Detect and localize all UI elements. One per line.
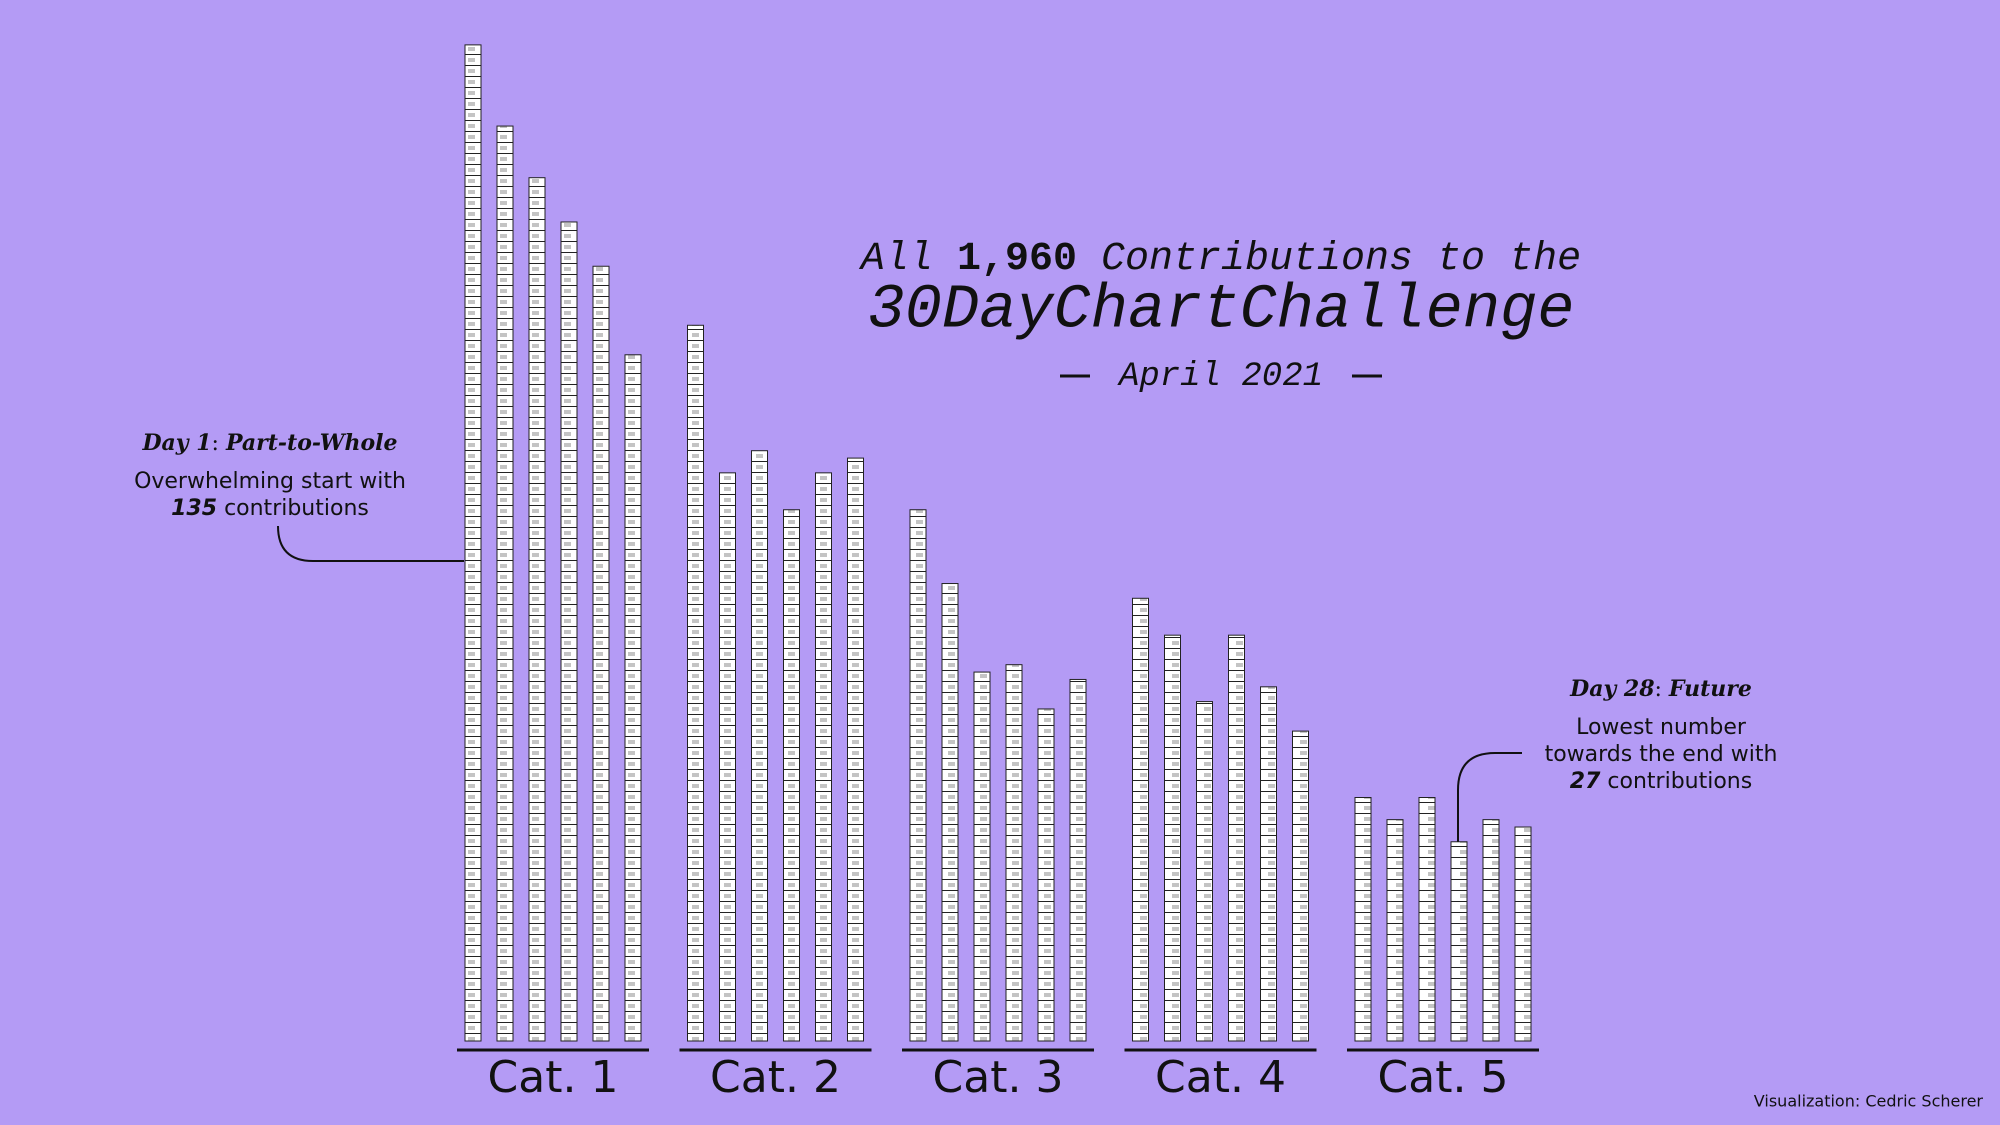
thumbnail-column [909, 509, 927, 1042]
thumbnail-column [560, 221, 578, 1042]
annotation-separator: : [212, 431, 226, 456]
thumbnail-column [751, 450, 768, 1042]
thumbnail-column [941, 583, 959, 1042]
thumbnail-column [1260, 686, 1277, 1042]
annotation-day: Day 1 [141, 430, 211, 456]
thumbnail-column [1069, 678, 1087, 1042]
thumbnail-column [1037, 708, 1055, 1042]
title-part: Contributions to the [1101, 237, 1581, 282]
thumbnail-column [1164, 634, 1181, 1042]
thumbnail-column [1514, 826, 1532, 1042]
annotation-suffix: contributions [224, 496, 369, 521]
annotation-suffix: contributions [1607, 769, 1752, 794]
annotation-heading: Day 28: Future [1569, 676, 1752, 702]
thumbnail-column [1354, 797, 1372, 1042]
title-total: 1,960 [957, 237, 1077, 282]
annotation-text: towards the end with [1545, 742, 1778, 767]
annotation-separator: : [1655, 677, 1669, 702]
thumbnail-column [973, 671, 991, 1042]
title-part: All [858, 237, 933, 282]
thumbnail-column [496, 125, 514, 1042]
thumbnail-column [1418, 797, 1436, 1042]
subtitle: 30DayChartChallenge [868, 274, 1575, 345]
thumbnail-column [464, 44, 482, 1042]
thumbnail-column [719, 472, 736, 1042]
group-label: Cat. 1 [488, 1052, 619, 1103]
annotation-count: 135 [171, 496, 217, 521]
thumbnail-column [687, 324, 704, 1042]
date: April 2021 [1117, 358, 1323, 396]
thumbnail-column [815, 472, 832, 1042]
thumbnail-column [1196, 701, 1213, 1042]
group-label: Cat. 4 [1155, 1052, 1286, 1103]
thumbnail-column [1228, 634, 1245, 1042]
thumbnail-column [847, 457, 864, 1042]
group-label: Cat. 2 [710, 1052, 841, 1103]
annotation-text: Lowest number [1576, 715, 1747, 740]
title: All 1,960 Contributions to the [858, 237, 1581, 282]
annotation-text: 135 contributions [171, 496, 369, 521]
thumbnail-column [1450, 841, 1468, 1042]
thumbnail-column [592, 265, 610, 1042]
thumbnail-column [783, 509, 800, 1042]
thumbnail-column [1292, 730, 1309, 1042]
thumbnail-column [624, 354, 642, 1042]
thumbnail-column [528, 177, 546, 1042]
thumbnail-column [1386, 819, 1404, 1042]
thumbnail-column [1132, 597, 1149, 1042]
connector [277, 525, 464, 562]
annotation-text: 27 contributions [1570, 769, 1752, 794]
group-label: Cat. 5 [1378, 1052, 1509, 1103]
group-label: Cat. 3 [933, 1052, 1064, 1103]
annotation-text: Overwhelming start with [134, 469, 406, 494]
thumbnail-column [1005, 664, 1023, 1042]
annotation-count: 27 [1570, 769, 1601, 794]
annotation-day: Day 28 [1569, 676, 1654, 702]
annotation-topic: Part-to-Whole [225, 430, 398, 456]
thumbnail-column [1482, 819, 1500, 1042]
connector [1457, 752, 1522, 852]
annotation-topic: Future [1668, 676, 1752, 702]
caption: Visualization: Cedric Scherer [1754, 1092, 1984, 1111]
annotation-heading: Day 1: Part-to-Whole [141, 430, 397, 456]
